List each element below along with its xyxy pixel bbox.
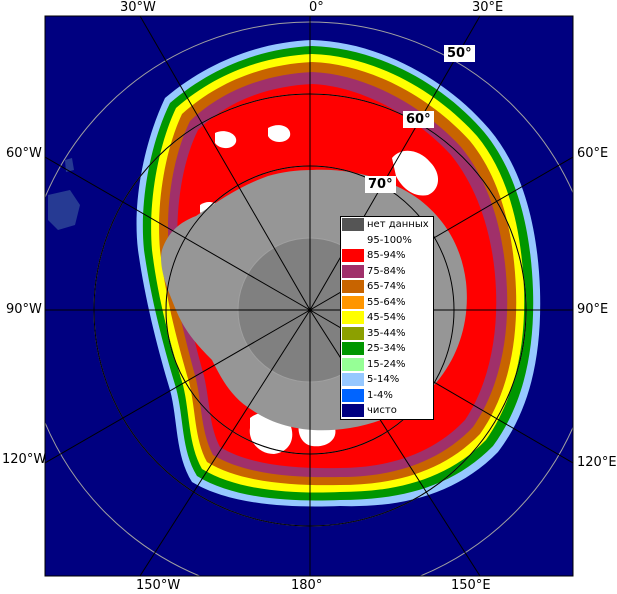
legend-item: 35-44% (341, 326, 433, 342)
legend-label: 55-64% (367, 296, 406, 308)
legend-item: 85-94% (341, 248, 433, 264)
legend-label: 75-84% (367, 265, 406, 277)
legend-item: чисто (341, 403, 433, 419)
lat-label-60: 60° (403, 111, 434, 128)
legend-item: 95-100% (341, 233, 433, 249)
lon-label-60e: 60°E (577, 146, 609, 161)
legend-swatch (342, 233, 364, 247)
legend-item: 65-74% (341, 279, 433, 295)
lon-label-90w: 90°W (6, 302, 42, 317)
legend-label: 35-44% (367, 327, 406, 339)
legend-swatch (342, 373, 364, 387)
legend-item: 15-24% (341, 357, 433, 373)
legend-item: 55-64% (341, 295, 433, 311)
legend-swatch (342, 326, 364, 340)
legend-swatch (342, 404, 364, 418)
legend-item: 45-54% (341, 310, 433, 326)
legend-label: 45-54% (367, 312, 406, 323)
map-frame (44, 15, 574, 577)
legend-label: 1-4% (367, 389, 393, 401)
lon-label-90e: 90°E (577, 302, 609, 317)
legend-item: нет данных (341, 217, 433, 233)
legend-swatch (342, 280, 364, 294)
legend-item: 5-14% (341, 372, 433, 388)
lon-label-150w-bottom: 150°W (136, 578, 181, 593)
legend-label: чисто (367, 405, 397, 416)
legend-swatch (342, 342, 364, 356)
lon-label-0-top: 0° (309, 0, 324, 15)
legend-swatch (342, 357, 364, 371)
legend-label: нет данных (367, 219, 429, 230)
legend-label: 15-24% (367, 358, 406, 370)
legend: нет данных 95-100% 85-94% 75-84% 65-74% 55-64… (340, 216, 434, 420)
legend-swatch (342, 311, 364, 325)
legend-swatch (342, 388, 364, 402)
lat-label-70: 70° (365, 176, 396, 193)
lon-label-120w: 120°W (2, 452, 47, 467)
lon-label-180-bottom: 180° (291, 578, 323, 593)
lon-label-120e: 120°E (577, 455, 617, 470)
lat-label-50: 50° (444, 45, 475, 62)
legend-label: 25-34% (367, 343, 406, 354)
legend-item: 75-84% (341, 264, 433, 280)
legend-label: 85-94% (367, 250, 406, 261)
legend-item: 1-4% (341, 388, 433, 404)
legend-label: 65-74% (367, 281, 406, 292)
lon-label-30e-top: 30°E (472, 0, 504, 15)
legend-swatch (342, 295, 364, 309)
land-islands (48, 158, 80, 230)
lon-label-30w-top: 30°W (120, 0, 156, 15)
legend-label: 5-14% (367, 374, 400, 385)
legend-swatch (342, 264, 364, 278)
legend-label: 95-100% (367, 234, 412, 246)
legend-item: 25-34% (341, 341, 433, 357)
lon-label-150e-bottom: 150°E (451, 578, 491, 593)
lon-label-60w: 60°W (6, 146, 42, 161)
legend-swatch (342, 249, 364, 263)
legend-swatch (342, 218, 364, 232)
